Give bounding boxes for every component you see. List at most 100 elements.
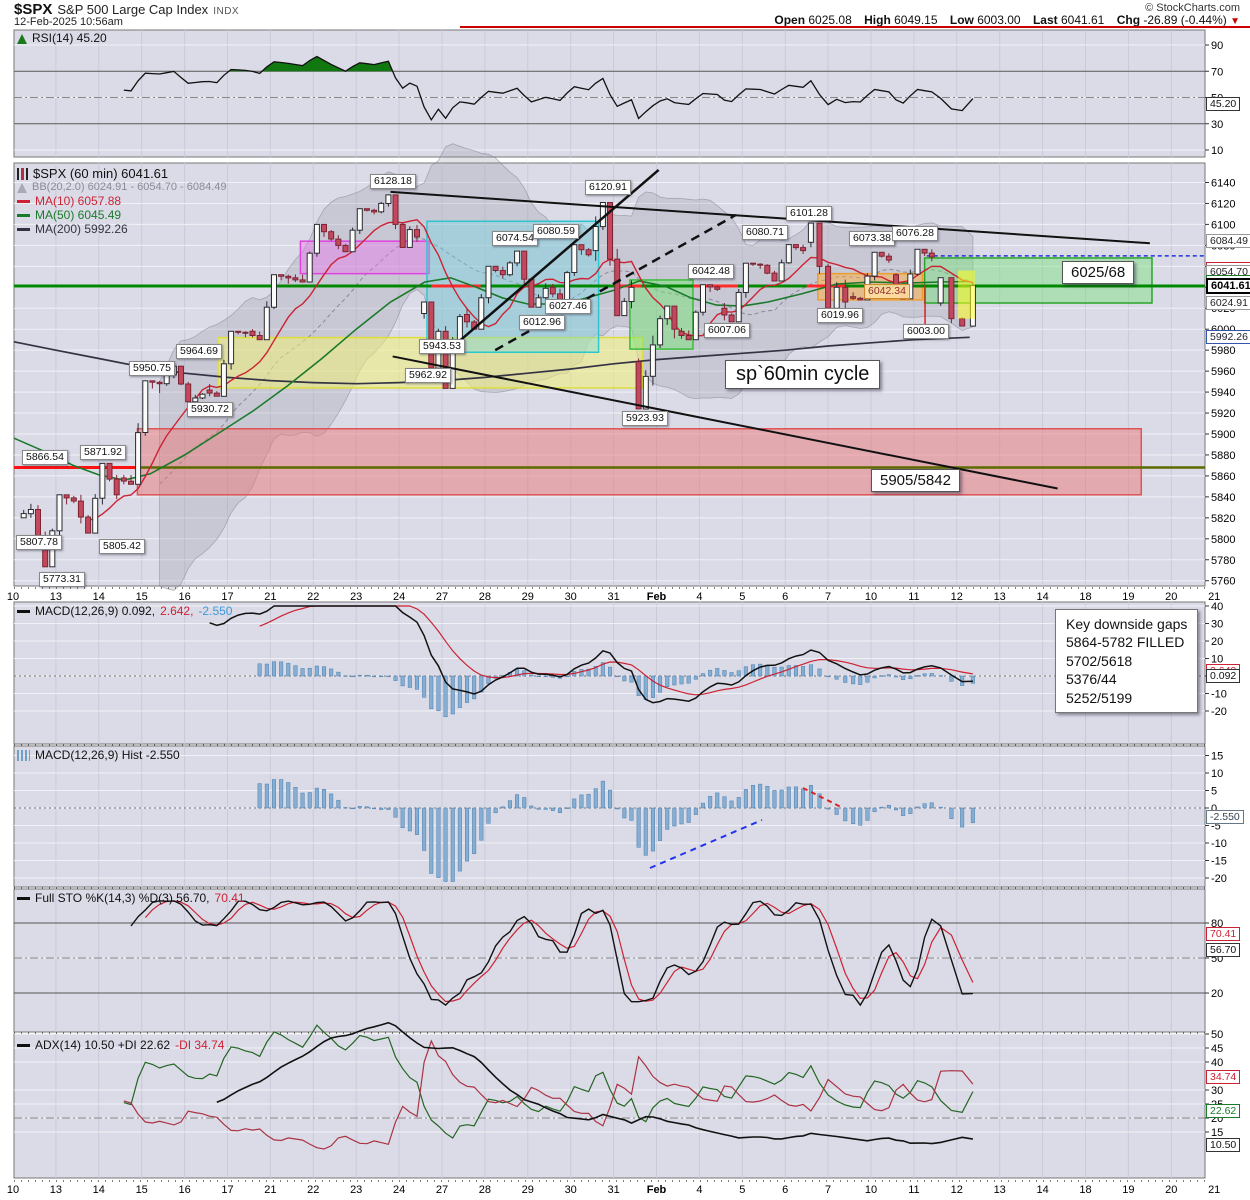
trend-line xyxy=(454,168,660,346)
date-label: 12 xyxy=(951,591,963,603)
price-callout: 5950.75 xyxy=(129,361,175,376)
axis-tick-label: 70 xyxy=(1211,66,1223,78)
hist-panel-bar xyxy=(765,785,770,809)
candle-body xyxy=(807,222,814,243)
candle-body xyxy=(292,277,299,281)
macd-histogram-bar xyxy=(529,674,534,677)
date-label: 10 xyxy=(7,1184,19,1196)
macd-histogram-bar xyxy=(922,673,927,677)
stochastic-d-line xyxy=(144,900,974,1003)
macd-histogram-bar xyxy=(629,675,634,683)
candle-body xyxy=(313,223,320,254)
candle-body xyxy=(56,494,63,532)
candle-body xyxy=(585,249,592,256)
hist-panel-bar xyxy=(600,780,605,809)
macd-histogram-bar xyxy=(608,666,613,677)
price-legend-row: MA(50) 6045.49 xyxy=(17,209,121,222)
hist-panel-bar xyxy=(422,807,427,851)
date-label: 23 xyxy=(350,1184,362,1196)
legend-text: MA(200) 5992.26 xyxy=(35,222,128,236)
price-callout: 5866.54 xyxy=(22,450,68,465)
hist-panel-bar xyxy=(736,797,741,809)
axis-tick-label: 5840 xyxy=(1211,492,1235,504)
hist-panel-bar xyxy=(643,807,648,856)
hist-panel-bar xyxy=(679,807,684,825)
macd-histogram-bar xyxy=(414,675,419,690)
candle-body xyxy=(485,265,492,299)
hist-panel-bar xyxy=(486,807,491,824)
macd-histogram-bar xyxy=(343,675,348,677)
macd-histogram-bar xyxy=(817,668,822,677)
price-callout: 5930.72 xyxy=(187,402,233,417)
axis-value-tag: 34.74 xyxy=(1206,1069,1241,1084)
hist-panel-bar xyxy=(372,807,377,810)
hist-panel-bar xyxy=(314,787,319,809)
candle-body xyxy=(685,335,692,341)
axis-tick-label: 6140 xyxy=(1211,177,1235,189)
date-label: 10 xyxy=(865,1184,877,1196)
macd-histogram-bar xyxy=(565,675,570,677)
candle-body xyxy=(363,208,370,211)
macd-histogram-bar xyxy=(407,675,412,688)
macd-histogram-bar xyxy=(386,675,391,678)
candle-body xyxy=(63,494,70,499)
candle-body xyxy=(35,509,41,539)
hist-annotation-line xyxy=(802,787,842,808)
price-callout: 5964.69 xyxy=(176,344,222,359)
candle-body xyxy=(721,307,728,316)
date-label: 18 xyxy=(1079,1184,1091,1196)
candle-body xyxy=(692,311,699,341)
hist-panel-bar xyxy=(686,807,691,823)
candle-body xyxy=(199,393,206,399)
date-label: 6 xyxy=(782,591,788,603)
candle-body xyxy=(70,497,77,502)
hist-panel-bar xyxy=(593,788,598,809)
axis-tick-label: 5 xyxy=(1211,786,1217,798)
price-callout: 6101.28 xyxy=(786,206,832,221)
axis-tick-label: 5980 xyxy=(1211,345,1235,357)
hist-panel-bar xyxy=(826,807,831,810)
date-label: 14 xyxy=(1036,1184,1048,1196)
candle-body xyxy=(492,265,499,271)
candle-body xyxy=(271,274,277,308)
date-label: 14 xyxy=(1036,591,1048,603)
hist-panel-bar xyxy=(343,807,348,809)
hist-panel-bar xyxy=(722,796,727,809)
hist-annotation-line xyxy=(649,819,763,869)
zone-annotation: 6025/68 xyxy=(1062,261,1135,284)
candle-body xyxy=(833,286,840,309)
date-label: 12 xyxy=(951,1184,963,1196)
macd-histogram-bar xyxy=(336,671,341,677)
candle-body xyxy=(757,263,764,266)
hist-panel-bar xyxy=(507,800,512,809)
gaps-line: 5702/5618 xyxy=(1066,652,1133,669)
macd-histogram-bar xyxy=(808,664,813,677)
hist-panel-bar xyxy=(636,807,641,848)
candle-body xyxy=(850,296,857,299)
date-label: 14 xyxy=(93,591,105,603)
price-callout: 5962.92 xyxy=(405,368,451,383)
main-panel: 6140612061006080606060406020600059805960… xyxy=(13,143,1235,591)
macd-hist-legend: MACD(12,26,9) Hist -2.550 xyxy=(17,749,180,762)
date-label: 18 xyxy=(1079,591,1091,603)
stochastic-k-line xyxy=(130,900,973,1007)
hist-panel-bar xyxy=(908,807,913,814)
date-label: 15 xyxy=(136,1184,148,1196)
axis-tick-label: 5780 xyxy=(1211,555,1235,567)
candle-body xyxy=(542,287,549,299)
hist-panel-bar xyxy=(522,797,527,809)
macd-histogram-bar xyxy=(579,669,584,677)
candle-body xyxy=(464,314,470,323)
macd-histogram-bar xyxy=(479,675,484,693)
axis-tick-label: 10 xyxy=(1211,145,1223,157)
axis-tick-label: -10 xyxy=(1211,689,1227,701)
macd-histogram-bar xyxy=(858,675,863,685)
candle-body xyxy=(649,344,656,377)
date-label: 11 xyxy=(908,1184,919,1196)
axis-tick-label: -5 xyxy=(1211,821,1221,833)
hist-panel-bar xyxy=(851,807,856,824)
hist-panel-bar xyxy=(672,807,677,827)
candle-body xyxy=(914,248,921,275)
macd-histogram-bar xyxy=(679,675,684,685)
